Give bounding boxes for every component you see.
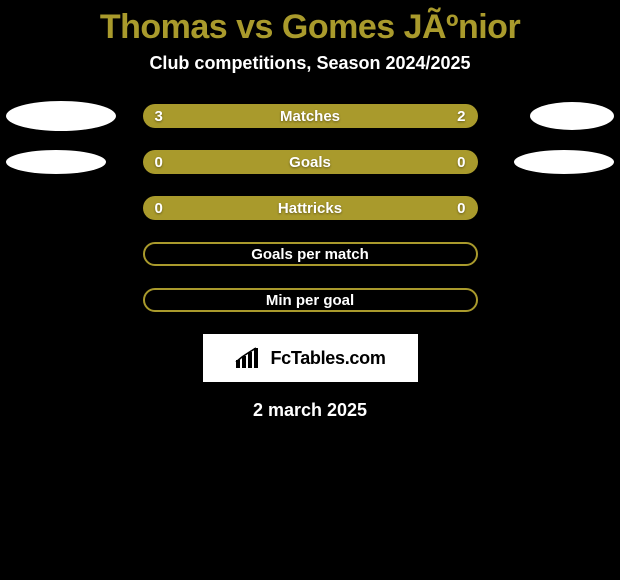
stat-right-value: 2	[457, 104, 465, 128]
bar-chart-icon	[234, 346, 264, 370]
stat-right-value: 0	[457, 196, 465, 220]
stat-row: Goals per match	[0, 242, 620, 266]
stat-pill: Goals per match	[143, 242, 478, 266]
stat-label: Goals per match	[251, 246, 369, 263]
stat-left-value: 3	[155, 104, 163, 128]
stat-pill: Min per goal	[143, 288, 478, 312]
stat-right-value: 0	[457, 150, 465, 174]
page-title: Thomas vs Gomes JÃºnior	[0, 0, 620, 47]
watermark-text: FcTables.com	[270, 348, 385, 369]
stat-left-value: 0	[155, 150, 163, 174]
player-left-ellipse	[6, 150, 106, 174]
stat-row: 0 Hattricks 0	[0, 196, 620, 220]
date-label: 2 march 2025	[0, 400, 620, 421]
stat-left-value: 0	[155, 196, 163, 220]
player-right-ellipse	[514, 150, 614, 174]
stat-row: 0 Goals 0	[0, 150, 620, 174]
watermark-badge: FcTables.com	[203, 334, 418, 382]
stat-row: 3 Matches 2	[0, 104, 620, 128]
comparison-card: Thomas vs Gomes JÃºnior Club competition…	[0, 0, 620, 580]
player-left-ellipse	[6, 101, 116, 131]
stat-rows: 3 Matches 2 0 Goals 0 0 Hattricks 0	[0, 104, 620, 312]
stat-pill: 3 Matches 2	[143, 104, 478, 128]
stat-label: Min per goal	[266, 292, 354, 309]
page-subtitle: Club competitions, Season 2024/2025	[0, 53, 620, 74]
stat-label: Hattricks	[278, 200, 342, 217]
stat-label: Matches	[280, 108, 340, 125]
player-right-ellipse	[530, 102, 614, 130]
stat-label: Goals	[289, 154, 331, 171]
stat-row: Min per goal	[0, 288, 620, 312]
stat-pill: 0 Goals 0	[143, 150, 478, 174]
stat-pill: 0 Hattricks 0	[143, 196, 478, 220]
